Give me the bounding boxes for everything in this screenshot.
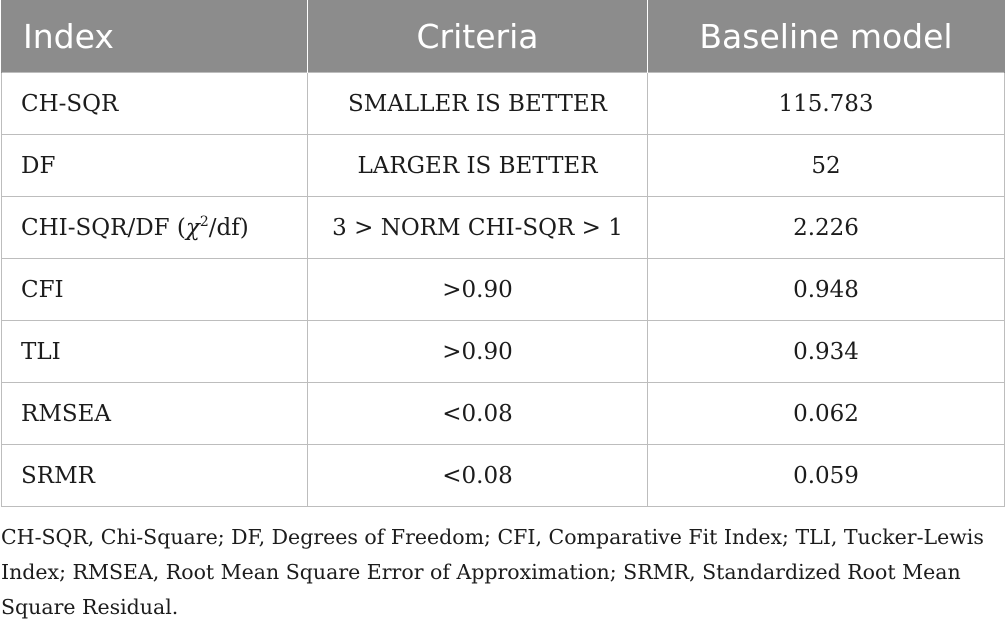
index-suffix: /df) [208, 214, 249, 241]
cell-criteria: <0.08 [307, 382, 648, 445]
cell-index: TLI [1, 320, 308, 383]
table-row: RMSEA <0.08 0.062 [1, 382, 1005, 445]
table-row: CFI >0.90 0.948 [1, 258, 1005, 321]
cell-baseline: 52 [647, 134, 1005, 197]
cell-index: CHI-SQR/DF (χ2/df) [1, 196, 308, 259]
cell-criteria: >0.90 [307, 320, 648, 383]
table-row: CH-SQR SMALLER IS BETTER 115.783 [1, 72, 1005, 135]
table-row: TLI >0.90 0.934 [1, 320, 1005, 383]
cell-index: CFI [1, 258, 308, 321]
cell-criteria: LARGER IS BETTER [307, 134, 648, 197]
cell-criteria: 3 > NORM CHI-SQR > 1 [307, 196, 648, 259]
index-prefix: CHI-SQR/DF ( [21, 214, 186, 241]
header-index: Index [1, 0, 308, 73]
cell-baseline: 0.062 [647, 382, 1005, 445]
cell-baseline: 0.948 [647, 258, 1005, 321]
header-baseline-model: Baseline model [647, 0, 1005, 73]
cell-index: CH-SQR [1, 72, 308, 135]
cell-baseline: 0.934 [647, 320, 1005, 383]
table-body: CH-SQR SMALLER IS BETTER 115.783 DF LARG… [1, 72, 1005, 507]
table-row: CHI-SQR/DF (χ2/df) 3 > NORM CHI-SQR > 1 … [1, 196, 1005, 259]
cell-baseline: 115.783 [647, 72, 1005, 135]
cell-baseline: 0.059 [647, 444, 1005, 507]
cell-index: DF [1, 134, 308, 197]
table-footnote: CH-SQR, Chi-Square; DF, Degrees of Freed… [1, 525, 984, 619]
header-criteria: Criteria [307, 0, 648, 73]
cell-index: RMSEA [1, 382, 308, 445]
table-header: Index Criteria Baseline model [1, 0, 1005, 73]
superscript-two: 2 [199, 213, 209, 230]
cell-index: SRMR [1, 444, 308, 507]
cell-criteria: <0.08 [307, 444, 648, 507]
table-row: DF LARGER IS BETTER 52 [1, 134, 1005, 197]
fit-indices-table: Index Criteria Baseline model CH-SQR SMA… [1, 0, 1005, 507]
fit-indices-table-container: Index Criteria Baseline model CH-SQR SMA… [1, 0, 1005, 507]
cell-baseline: 2.226 [647, 196, 1005, 259]
chi-symbol: χ [185, 214, 200, 241]
cell-criteria: SMALLER IS BETTER [307, 72, 648, 135]
table-row: SRMR <0.08 0.059 [1, 444, 1005, 507]
cell-criteria: >0.90 [307, 258, 648, 321]
header-row: Index Criteria Baseline model [1, 0, 1005, 73]
